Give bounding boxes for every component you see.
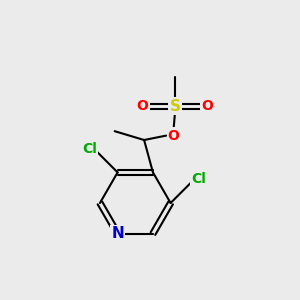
Text: S: S bbox=[169, 99, 181, 114]
Text: O: O bbox=[168, 129, 179, 142]
Text: N: N bbox=[111, 226, 124, 241]
Text: Cl: Cl bbox=[82, 142, 97, 156]
Text: O: O bbox=[137, 99, 148, 113]
Text: Cl: Cl bbox=[191, 172, 206, 186]
Text: O: O bbox=[202, 99, 213, 113]
